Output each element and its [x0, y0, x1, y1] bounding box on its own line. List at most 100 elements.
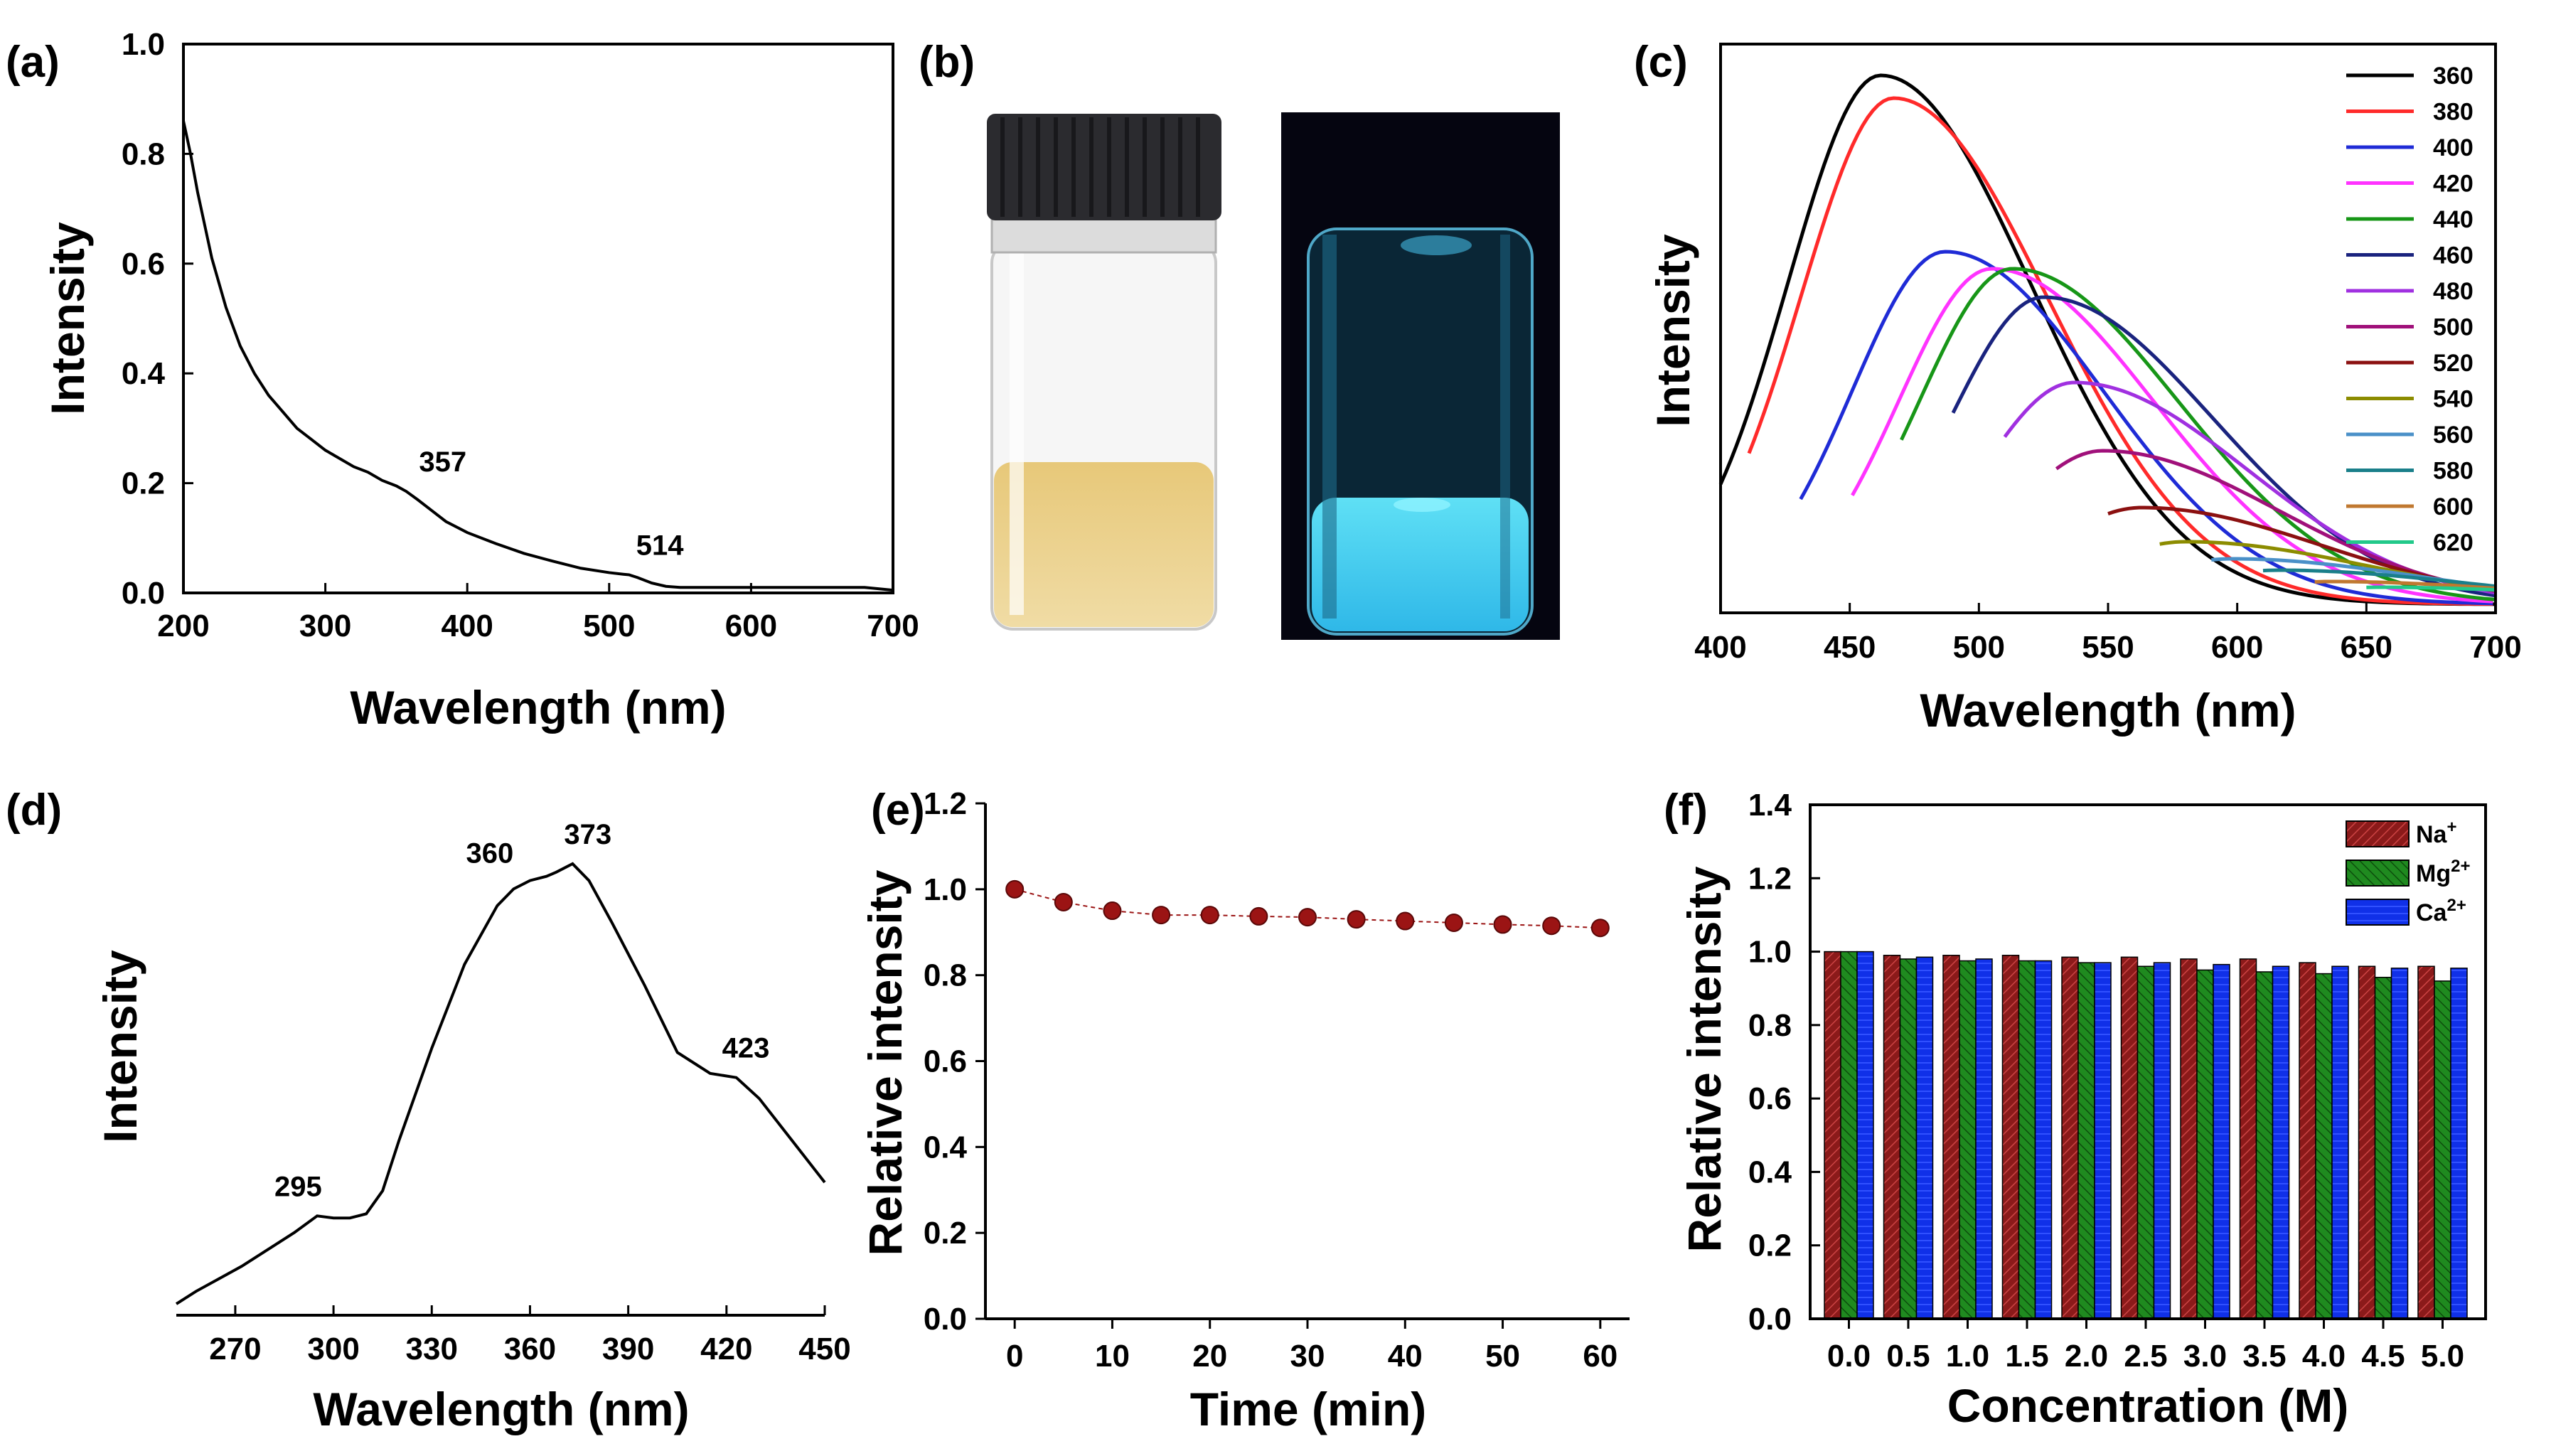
- chart-a-frame: [182, 43, 894, 594]
- chart-e-ytick-label: 0.6: [924, 1044, 967, 1079]
- chart-c-xtick-label: 700: [2469, 630, 2521, 665]
- chart-f-bar-mg: [1959, 960, 1977, 1320]
- chart-c-legend-label: 440: [2433, 206, 2474, 233]
- chart-f-bar-na: [1942, 954, 1960, 1320]
- chart-f-ylabel: Relative intensity: [1678, 866, 1731, 1252]
- chart-f-bar-mg: [2196, 969, 2214, 1320]
- chart-f-legend-ion: Mg: [2416, 860, 2451, 887]
- chart-f-bar-na: [1824, 951, 1841, 1320]
- chart-f-xtick-label: 5.0: [2421, 1339, 2464, 1374]
- chart-a-xtick-label: 700: [867, 609, 919, 643]
- chart-e-point: [1396, 911, 1415, 931]
- chart-a-ytick-label: 0.0: [122, 576, 165, 611]
- chart-c-xtick-label: 450: [1824, 630, 1876, 665]
- chart-f-bar-mg: [2434, 980, 2451, 1320]
- chart-c-series-line-580: [2262, 568, 2496, 589]
- chart-f-legend-label: Mg2+: [2416, 857, 2470, 887]
- chart-f-bar-ca: [2094, 962, 2112, 1320]
- chart-e-xtick-label: 60: [1583, 1339, 1617, 1374]
- chart-a-xtick-label: 600: [725, 609, 777, 643]
- chart-e-point: [1054, 892, 1073, 911]
- chart-f-xlabel: Concentration (M): [1947, 1379, 2349, 1432]
- chart-f-ytick-label: 0.0: [1748, 1302, 1792, 1337]
- chart-f-ytick-label: 1.0: [1748, 935, 1792, 970]
- chart-f-xtick-label: 4.0: [2302, 1339, 2346, 1374]
- chart-f-bar-ca: [2213, 963, 2230, 1320]
- chart-d-ylabel: Intensity: [94, 950, 146, 1143]
- chart-f-bar-na: [2120, 956, 2139, 1320]
- chart-c-series-line-380: [1747, 96, 2493, 606]
- chart-f-legend-label: Na+: [2416, 818, 2456, 848]
- chart-f-bar-ca: [2034, 960, 2053, 1320]
- chart-f-frame: [1809, 803, 2487, 1320]
- panel-label-f: (f): [1664, 786, 1708, 835]
- chart-c-xtick-label: 400: [1694, 630, 1746, 665]
- chart-f-bar-mg: [2077, 962, 2095, 1320]
- chart-e-point: [1103, 901, 1122, 921]
- chart-f-bar-na: [2299, 962, 2316, 1320]
- chart-c-series-line-620: [2366, 585, 2496, 592]
- chart-e-point: [1005, 879, 1025, 899]
- chart-c-legend-label: 600: [2433, 493, 2474, 520]
- chart-f-ytick-label: 0.2: [1748, 1228, 1792, 1263]
- chart-c-xtick-label: 650: [2341, 630, 2392, 665]
- chart-f-bar-mg: [1840, 951, 1858, 1320]
- chart-a-ytick-label: 0.4: [122, 356, 166, 391]
- chart-c: 400 450 500 550 600 650 700 360 380 400 420 440 460…: [1647, 43, 2522, 737]
- chart-e-ytick-label: 0.0: [924, 1302, 967, 1337]
- chart-a-ylabel: Intensity: [41, 222, 94, 415]
- chart-f-bar-mg: [2315, 973, 2333, 1320]
- chart-d-xtick-label: 270: [209, 1332, 261, 1366]
- chart-e-xtick-label: 10: [1095, 1339, 1130, 1374]
- chart-e-xtick-label: 40: [1388, 1339, 1423, 1374]
- chart-a-series-line: [182, 120, 894, 592]
- chart-d-annotation: 360: [466, 838, 513, 869]
- vial-daylight: [987, 114, 1221, 631]
- chart-c-legend-label: 460: [2433, 242, 2474, 269]
- chart-e-xtick-label: 30: [1290, 1339, 1325, 1374]
- chart-f-bar-mg: [2018, 960, 2036, 1320]
- chart-a-xtick-label: 300: [299, 609, 351, 643]
- chart-a-xtick-label: 200: [157, 609, 209, 643]
- chart-e-ylabel: Relative intensity: [859, 869, 911, 1256]
- chart-c-legend-label: 620: [2433, 530, 2474, 557]
- chart-e-ytick-label: 0.2: [924, 1216, 967, 1251]
- chart-c-legend-label: 540: [2433, 386, 2474, 413]
- chart-e-point: [1249, 906, 1268, 926]
- chart-a-xtick-label: 500: [583, 609, 635, 643]
- chart-c-legend-label: 580: [2433, 458, 2474, 485]
- chart-c-legend-label: 400: [2433, 134, 2474, 161]
- chart-f-bar-ca: [2331, 965, 2349, 1320]
- chart-f-bar-ca: [2450, 968, 2468, 1320]
- chart-d-annotation: 423: [722, 1033, 770, 1064]
- chart-c-series-line-600: [2314, 579, 2496, 591]
- chart-f-bar-na: [2061, 956, 2079, 1320]
- chart-f-ytick-label: 1.2: [1748, 861, 1792, 896]
- chart-c-xtick-label: 550: [2082, 630, 2134, 665]
- chart-a-ytick-label: 0.8: [122, 136, 165, 171]
- chart-e: 0 10 20 30 40 50 60 0.0 0.2 0.4 0.6 0.8 1.0 1.2 Time…: [859, 786, 1630, 1435]
- chart-c-xtick-label: 500: [1953, 630, 2005, 665]
- chart-c-legend-label: 520: [2433, 350, 2474, 377]
- chart-f-bar-mg: [1899, 958, 1918, 1320]
- chart-f-bar-na: [1883, 954, 1901, 1320]
- chart-c-series-line-360: [1718, 73, 2496, 606]
- chart-f-bar-mg: [2136, 965, 2155, 1320]
- chart-e-ytick-label: 1.2: [924, 786, 967, 821]
- chart-c-series-line-460: [1951, 295, 2496, 598]
- chart-a-ytick-label: 0.6: [122, 247, 165, 282]
- chart-f-ytick-label: 0.6: [1748, 1081, 1792, 1116]
- chart-d-xtick-label: 390: [602, 1332, 654, 1366]
- chart-e-xtick-label: 0: [1006, 1339, 1023, 1374]
- chart-f-bar-mg: [2255, 971, 2274, 1320]
- chart-f-legend-charge: 2+: [2446, 896, 2466, 915]
- chart-a: 357 514 200 300 400 500 600 700 0.0 0.2 0.4 0.6 0.…: [41, 27, 919, 734]
- chart-f-bar-ca: [2272, 965, 2290, 1320]
- chart-f-legend-charge: +: [2446, 818, 2456, 837]
- chart-f-bar-na: [2358, 965, 2376, 1320]
- chart-c-legend-label: 560: [2433, 422, 2474, 449]
- chart-f-legend-label: Ca2+: [2416, 896, 2466, 926]
- chart-f-bar-na: [2001, 954, 2020, 1320]
- chart-f-xtick-label: 3.0: [2183, 1339, 2227, 1374]
- panel-label-d: (d): [6, 786, 62, 835]
